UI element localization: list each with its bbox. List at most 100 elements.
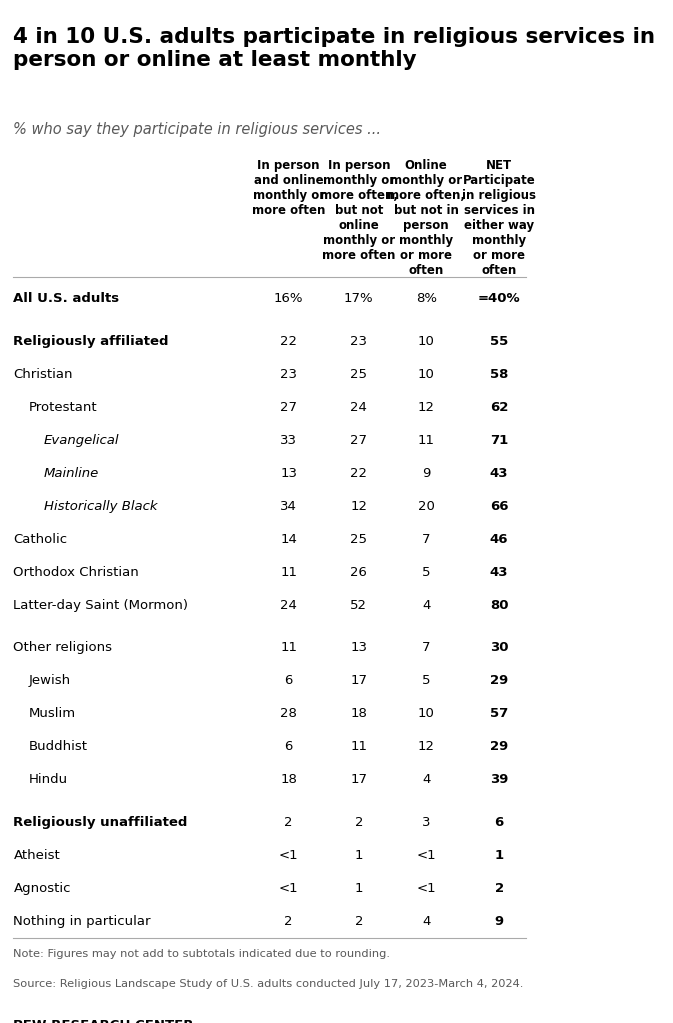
Text: Religiously affiliated: Religiously affiliated: [13, 335, 169, 348]
Text: 5: 5: [422, 674, 431, 687]
Text: 11: 11: [418, 434, 435, 447]
Text: 23: 23: [280, 368, 297, 381]
Text: <1: <1: [279, 849, 298, 862]
Text: 34: 34: [280, 500, 297, 513]
Text: 18: 18: [351, 707, 367, 720]
Text: 4: 4: [422, 915, 431, 928]
Text: Hindu: Hindu: [28, 773, 68, 787]
Text: 1: 1: [355, 849, 363, 862]
Text: 7: 7: [422, 533, 431, 545]
Text: <1: <1: [417, 882, 436, 895]
Text: 11: 11: [280, 641, 297, 655]
Text: 4: 4: [422, 598, 431, 612]
Text: 58: 58: [490, 368, 508, 381]
Text: Catholic: Catholic: [13, 533, 67, 545]
Text: Christian: Christian: [13, 368, 73, 381]
Text: 17: 17: [350, 773, 367, 787]
Text: 20: 20: [418, 500, 435, 513]
Text: 11: 11: [350, 741, 367, 753]
Text: 33: 33: [280, 434, 297, 447]
Text: PEW RESEARCH CENTER: PEW RESEARCH CENTER: [13, 1019, 194, 1023]
Text: 6: 6: [285, 741, 293, 753]
Text: 1: 1: [495, 849, 503, 862]
Text: 28: 28: [280, 707, 297, 720]
Text: 6: 6: [495, 816, 503, 829]
Text: Historically Black: Historically Black: [44, 500, 157, 513]
Text: 10: 10: [418, 335, 435, 348]
Text: 24: 24: [351, 401, 367, 414]
Text: 14: 14: [280, 533, 297, 545]
Text: 2: 2: [495, 882, 503, 895]
Text: % who say they participate in religious services ...: % who say they participate in religious …: [13, 122, 382, 137]
Text: 11: 11: [280, 566, 297, 579]
Text: 17: 17: [350, 674, 367, 687]
Text: 2: 2: [355, 816, 363, 829]
Text: Religiously unaffiliated: Religiously unaffiliated: [13, 816, 188, 829]
Text: 24: 24: [280, 598, 297, 612]
Text: Latter-day Saint (Mormon): Latter-day Saint (Mormon): [13, 598, 188, 612]
Text: 13: 13: [350, 641, 367, 655]
Text: Buddhist: Buddhist: [28, 741, 87, 753]
Text: Source: Religious Landscape Study of U.S. adults conducted July 17, 2023-March 4: Source: Religious Landscape Study of U.S…: [13, 979, 524, 988]
Text: 13: 13: [280, 466, 297, 480]
Text: 2: 2: [285, 816, 293, 829]
Text: 4: 4: [422, 773, 431, 787]
Text: 25: 25: [350, 533, 367, 545]
Text: 23: 23: [350, 335, 367, 348]
Text: 6: 6: [285, 674, 293, 687]
Text: 22: 22: [280, 335, 297, 348]
Text: Online
monthly or
more often,
but not in
person
monthly
or more
often: Online monthly or more often, but not in…: [387, 159, 465, 277]
Text: Evangelical: Evangelical: [44, 434, 119, 447]
Text: 22: 22: [350, 466, 367, 480]
Text: Protestant: Protestant: [28, 401, 97, 414]
Text: 2: 2: [355, 915, 363, 928]
Text: 12: 12: [350, 500, 367, 513]
Text: 71: 71: [490, 434, 508, 447]
Text: Muslim: Muslim: [28, 707, 76, 720]
Text: <1: <1: [417, 849, 436, 862]
Text: 3: 3: [422, 816, 431, 829]
Text: Orthodox Christian: Orthodox Christian: [13, 566, 139, 579]
Text: Atheist: Atheist: [13, 849, 61, 862]
Text: 12: 12: [418, 401, 435, 414]
Text: 39: 39: [490, 773, 508, 787]
Text: 30: 30: [490, 641, 508, 655]
Text: 27: 27: [350, 434, 367, 447]
Text: 26: 26: [351, 566, 367, 579]
Text: 29: 29: [490, 674, 508, 687]
Text: 10: 10: [418, 707, 435, 720]
Text: 2: 2: [285, 915, 293, 928]
Text: 25: 25: [350, 368, 367, 381]
Text: NET
Participate
in religious
services in
either way
monthly
or more
often: NET Participate in religious services in…: [462, 159, 536, 277]
Text: 9: 9: [495, 915, 503, 928]
Text: 7: 7: [422, 641, 431, 655]
Text: 18: 18: [280, 773, 297, 787]
Text: 1: 1: [355, 882, 363, 895]
Text: 55: 55: [490, 335, 508, 348]
Text: 10: 10: [418, 368, 435, 381]
Text: 4 in 10 U.S. adults participate in religious services in
person or online at lea: 4 in 10 U.S. adults participate in relig…: [13, 28, 656, 71]
Text: Other religions: Other religions: [13, 641, 112, 655]
Text: Mainline: Mainline: [44, 466, 99, 480]
Text: 52: 52: [350, 598, 367, 612]
Text: Agnostic: Agnostic: [13, 882, 71, 895]
Text: 12: 12: [418, 741, 435, 753]
Text: 5: 5: [422, 566, 431, 579]
Text: Nothing in particular: Nothing in particular: [13, 915, 151, 928]
Text: 17%: 17%: [344, 293, 374, 305]
Text: 16%: 16%: [274, 293, 304, 305]
Text: 57: 57: [490, 707, 508, 720]
Text: 46: 46: [490, 533, 508, 545]
Text: Note: Figures may not add to subtotals indicated due to rounding.: Note: Figures may not add to subtotals i…: [13, 949, 390, 960]
Text: 27: 27: [280, 401, 297, 414]
Text: 66: 66: [490, 500, 508, 513]
Text: 29: 29: [490, 741, 508, 753]
Text: All U.S. adults: All U.S. adults: [13, 293, 120, 305]
Text: 8%: 8%: [416, 293, 437, 305]
Text: In person
monthly or
more often,
but not
online
monthly or
more often: In person monthly or more often, but not…: [320, 159, 398, 262]
Text: 80: 80: [490, 598, 508, 612]
Text: 9: 9: [422, 466, 431, 480]
Text: In person
and online
monthly or
more often: In person and online monthly or more oft…: [252, 159, 325, 217]
Text: <1: <1: [279, 882, 298, 895]
Text: Jewish: Jewish: [28, 674, 71, 687]
